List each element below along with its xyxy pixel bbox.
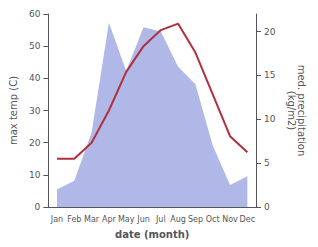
svg-text:Dec: Dec bbox=[240, 215, 255, 224]
svg-text:Mar: Mar bbox=[84, 215, 100, 224]
svg-text:May: May bbox=[118, 215, 135, 224]
svg-text:20: 20 bbox=[264, 27, 276, 37]
svg-text:60: 60 bbox=[29, 9, 41, 19]
svg-text:10: 10 bbox=[264, 114, 276, 124]
svg-text:Feb: Feb bbox=[67, 215, 81, 224]
svg-text:5: 5 bbox=[264, 158, 270, 168]
svg-text:Oct: Oct bbox=[206, 215, 220, 224]
svg-text:30: 30 bbox=[29, 106, 41, 116]
svg-text:(kg/m2): (kg/m2) bbox=[286, 91, 297, 131]
svg-text:max temp (C): max temp (C) bbox=[8, 76, 19, 145]
svg-text:40: 40 bbox=[29, 73, 41, 83]
svg-text:Apr: Apr bbox=[102, 215, 117, 224]
svg-text:Nov: Nov bbox=[222, 215, 238, 224]
svg-text:med. precipitation: med. precipitation bbox=[295, 64, 307, 157]
svg-text:20: 20 bbox=[29, 138, 41, 148]
svg-text:Jul: Jul bbox=[155, 215, 166, 224]
svg-text:Jan: Jan bbox=[50, 215, 63, 224]
svg-text:date (month): date (month) bbox=[115, 229, 189, 240]
svg-text:15: 15 bbox=[264, 70, 275, 80]
svg-text:Aug: Aug bbox=[170, 215, 186, 224]
svg-text:10: 10 bbox=[29, 170, 41, 180]
svg-text:0: 0 bbox=[35, 202, 41, 212]
svg-text:50: 50 bbox=[29, 41, 41, 51]
svg-text:Jun: Jun bbox=[136, 215, 150, 224]
svg-text:Sep: Sep bbox=[188, 215, 203, 224]
svg-text:0: 0 bbox=[264, 202, 270, 212]
